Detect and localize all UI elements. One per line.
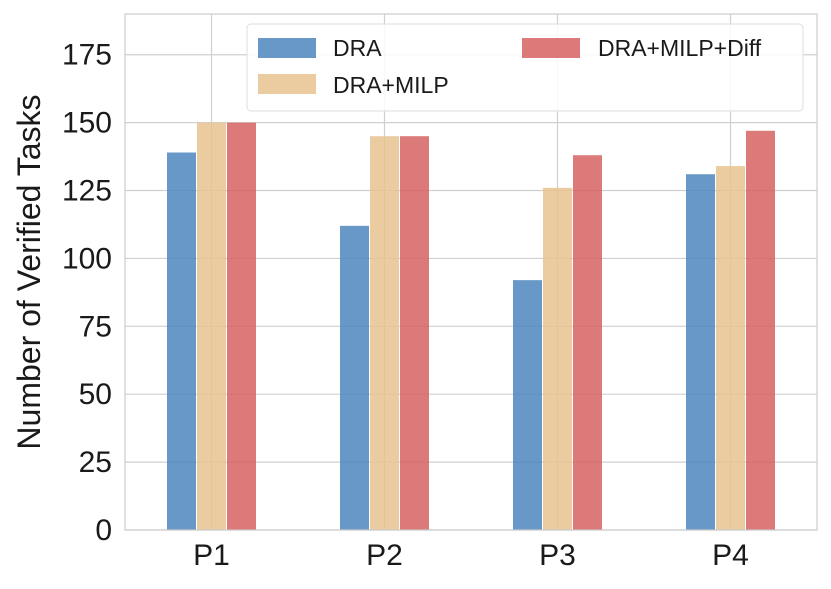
legend-frame [246, 23, 804, 112]
legend-swatch-dra-milp-diff [522, 38, 580, 58]
bars [167, 122, 775, 531]
bar-dra-milp-p4 [716, 166, 745, 530]
bar-dra-p4 [686, 174, 715, 531]
y-tick-label-75: 75 [79, 310, 112, 343]
x-tick-label-p3: P3 [539, 539, 576, 572]
bar-dra-milp-diff-p1 [227, 122, 256, 530]
plot-frame [124, 13, 818, 531]
legend-label-dra-milp-diff: DRA+MILP+Diff [598, 35, 762, 61]
x-tick-label-p4: P4 [712, 539, 749, 572]
x-tick-label-p1: P1 [193, 539, 230, 572]
bar-dra-milp-diff-p2 [400, 136, 429, 531]
y-tick-label-25: 25 [79, 446, 112, 479]
bar-dra-milp-diff-p4 [746, 130, 775, 531]
x-tick-label-p2: P2 [366, 539, 403, 572]
bar-dra-p2 [340, 225, 369, 530]
y-axis-label: Number of Verified Tasks [11, 94, 47, 449]
y-tick-label-150: 150 [62, 107, 112, 140]
legend-swatch-dra [258, 38, 316, 58]
bar-dra-p1 [167, 152, 196, 531]
legend: DRA DRA+MILP DRA+MILP+Diff [246, 23, 804, 112]
x-axis-ticks: P1 P2 P3 P4 [193, 539, 749, 572]
y-tick-label-175: 175 [62, 39, 112, 72]
legend-label-dra: DRA [333, 35, 382, 61]
legend-label-dra-milp: DRA+MILP [333, 72, 449, 98]
legend-swatch-dra-milp [258, 74, 316, 94]
bar-dra-milp-p1 [197, 122, 226, 530]
bar-dra-milp-diff-p3 [573, 155, 602, 530]
y-tick-label-50: 50 [79, 378, 112, 411]
bar-dra-p3 [513, 280, 542, 530]
y-tick-label-100: 100 [62, 242, 112, 275]
y-axis-ticks: 0 25 50 75 100 125 150 175 [62, 39, 112, 547]
y-tick-label-125: 125 [62, 175, 112, 208]
y-tick-label-0: 0 [95, 514, 112, 547]
bar-dra-milp-p3 [543, 187, 572, 530]
bar-dra-milp-p2 [370, 136, 399, 531]
